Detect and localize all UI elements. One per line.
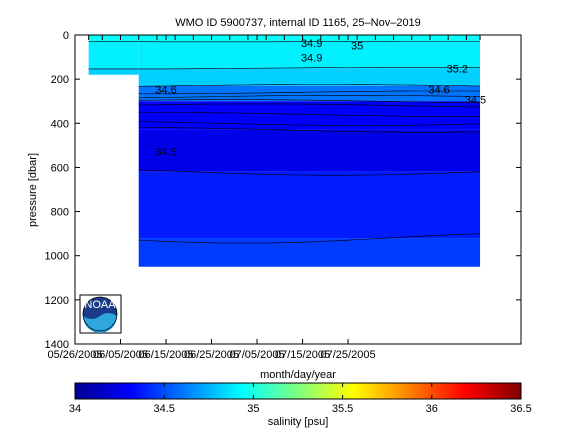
contour-line-2 — [138, 84, 481, 87]
salinity-layer-deep-1 — [138, 41, 481, 69]
colorbar-label: salinity [psu] — [268, 416, 329, 428]
salinity-layer-1 — [88, 41, 139, 69]
contour-line-4 — [138, 127, 481, 133]
contour-labels: 34.9 34.9 35 35.2 34.6 34.6 34.5 34.5 — [155, 38, 486, 158]
contour-label: 34.5 — [155, 146, 176, 158]
contour-line-7 — [138, 90, 481, 95]
colorbar-tick-label: 34.5 — [153, 403, 174, 415]
salinity-layer-deep-7 — [138, 238, 481, 267]
contour-label: 34.5 — [465, 94, 486, 106]
colorbar-tick-label: 35.5 — [332, 403, 353, 415]
chart-title: WMO ID 5900737, internal ID 1165, 25–Nov… — [175, 17, 421, 29]
y-tick-label: 600 — [51, 162, 69, 174]
x-tick-label: 06/15/2005 — [138, 349, 193, 361]
y-axis-label: pressure [dbar] — [27, 153, 39, 227]
contour-label: 34.6 — [428, 84, 449, 96]
colorbar-tick-label: 35 — [247, 403, 259, 415]
plot-frame — [74, 34, 522, 345]
contour-label: 34.6 — [155, 84, 176, 96]
noaa-logo: NOAA — [79, 294, 122, 334]
colorbar-tick-label: 36.5 — [510, 403, 531, 415]
colorbar-ticks: 34 34.5 35 35.5 36 36.5 — [69, 383, 532, 415]
contour-label: 35.2 — [447, 64, 468, 76]
salinity-field — [88, 35, 481, 267]
contour-line-5 — [138, 169, 481, 176]
y-tick-label: 1000 — [45, 251, 69, 263]
x-axis: 05/26/200506/05/200506/15/200506/25/2005… — [47, 35, 376, 361]
contour-line-8 — [138, 95, 481, 99]
y-tick-label: 800 — [51, 207, 69, 219]
contour-line-3 — [138, 99, 480, 103]
x-tick-label: 06/05/2005 — [93, 349, 148, 361]
x-tick-label: 07/15/2005 — [275, 349, 330, 361]
colorbar-tick-label: 36 — [426, 403, 438, 415]
x-axis-label: month/day/year — [260, 369, 336, 381]
salinity-layer-deep-5 — [138, 129, 481, 172]
x-tick-label: 07/25/2005 — [321, 349, 376, 361]
salinity-layer-deep-3 — [138, 85, 481, 102]
y-tick-label: 200 — [51, 74, 69, 86]
salinity-layer-deep-0 — [138, 35, 481, 42]
salinity-layer-deep-4 — [138, 101, 481, 130]
colorbar-tick-label: 34 — [69, 403, 81, 415]
contour-label: 34.9 — [301, 38, 322, 50]
contour-line-6 — [138, 233, 481, 244]
salinity-layer-deep-2 — [138, 68, 481, 86]
contour-line-11 — [138, 121, 481, 126]
salinity-layer-0 — [88, 35, 139, 42]
colorbar — [74, 382, 522, 400]
salinity-layer-2 — [88, 68, 139, 75]
y-tick-label: 0 — [63, 30, 69, 42]
contour-line-9 — [138, 103, 481, 108]
y-tick-label: 1400 — [45, 339, 69, 351]
contour-lines — [88, 41, 481, 244]
x-tick-label: 07/05/2005 — [230, 349, 285, 361]
contour-line-10 — [138, 112, 481, 117]
contour-line-1 — [88, 67, 481, 70]
y-tick-label: 400 — [51, 118, 69, 130]
y-axis: 0 200 400 600 800 1000 1200 1400 — [45, 30, 521, 351]
x-tick-label: 05/26/2005 — [47, 349, 102, 361]
contour-label: 35 — [351, 40, 363, 52]
salinity-layer-deep-6 — [138, 171, 481, 239]
contour-label: 34.9 — [301, 52, 322, 64]
svg-text:NOAA: NOAA — [84, 299, 116, 311]
x-tick-label: 06/25/2005 — [184, 349, 239, 361]
y-tick-label: 1200 — [45, 295, 69, 307]
